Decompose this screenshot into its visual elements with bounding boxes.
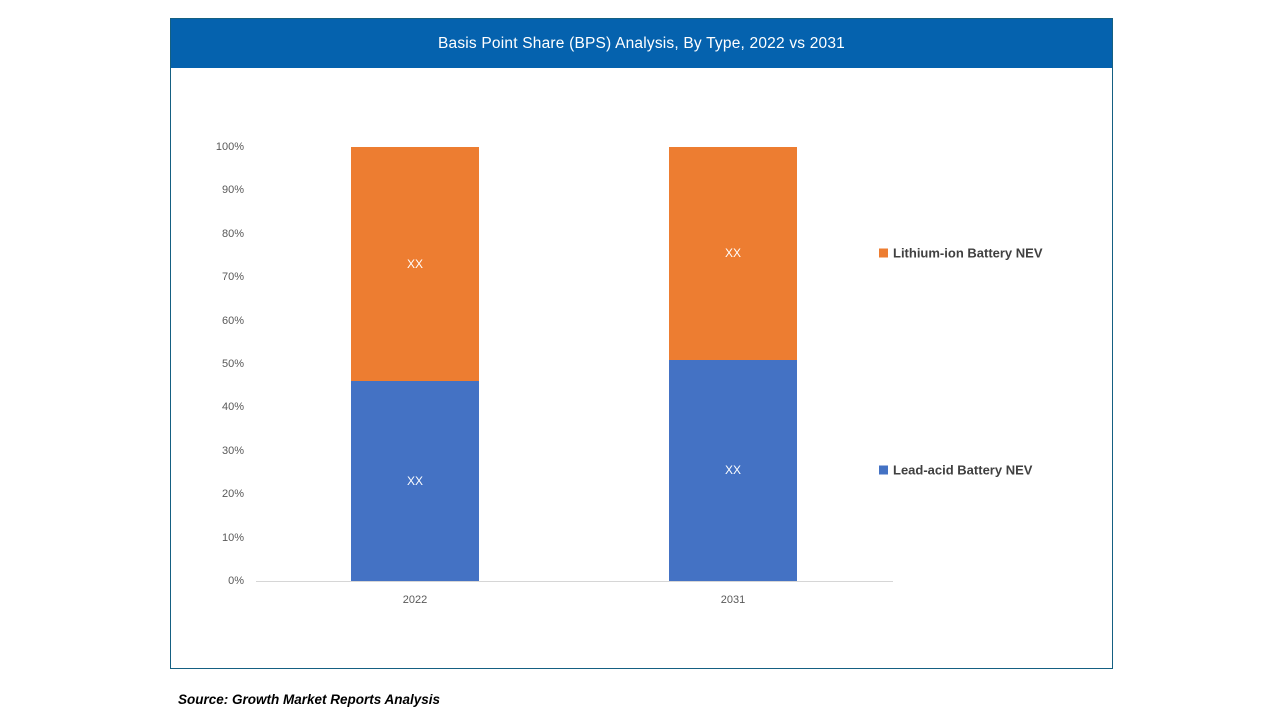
legend-item-lithium-ion-battery-nev[interactable]: Lithium-ion Battery NEV <box>879 246 1043 261</box>
data-label: XX <box>406 474 423 489</box>
bar-segment-lithium-ion-battery-nev[interactable]: XX <box>351 147 479 382</box>
x-axis-line <box>256 581 893 582</box>
chart-title-bar: Basis Point Share (BPS) Analysis, By Typ… <box>171 19 1112 68</box>
y-axis-tick-label: 50% <box>221 358 244 370</box>
legend-label: Lead-acid Battery NEV <box>893 462 1033 478</box>
plot-area: 0% 10% 20% 30% 40% 50% 60% 70% 80% 90% 100% XX XX 202… <box>171 68 1112 668</box>
y-axis-tick-label: 70% <box>221 271 244 284</box>
legend-label: Lithium-ion Battery NEV <box>893 245 1043 261</box>
x-axis-category-label: 2031 <box>720 594 746 606</box>
y-axis-tick-label: 40% <box>221 401 244 414</box>
data-label: XX <box>724 463 741 478</box>
stacked-bar-2022: XX XX <box>351 147 479 581</box>
y-axis-tick-label: 10% <box>221 531 244 544</box>
data-label: XX <box>724 246 741 261</box>
y-axis-tick-label: 90% <box>221 184 244 197</box>
y-axis-tick-label: 20% <box>221 488 244 501</box>
data-label: XX <box>406 257 423 272</box>
source-note: Source: Growth Market Reports Analysis <box>178 692 441 707</box>
legend-marker <box>879 248 888 258</box>
legend-item-lead-acid-battery-nev[interactable]: Lead-acid Battery NEV <box>879 463 1032 478</box>
y-axis-tick-label: 80% <box>221 227 244 240</box>
chart-title: Basis Point Share (BPS) Analysis, By Typ… <box>437 34 846 52</box>
bar-segment-lithium-ion-battery-nev[interactable]: XX <box>669 147 797 360</box>
x-axis-category-label: 2022 <box>402 594 428 606</box>
y-axis-tick-label: 60% <box>221 314 244 327</box>
y-axis-tick-label: 100% <box>215 141 244 153</box>
bar-segment-lead-acid-battery-nev[interactable]: XX <box>669 359 797 581</box>
stacked-bar-2031: XX XX <box>669 147 797 581</box>
y-axis-tick-label: 0% <box>228 575 244 587</box>
y-axis-tick-label: 30% <box>221 444 244 457</box>
bar-segment-lead-acid-battery-nev[interactable]: XX <box>351 381 479 581</box>
legend-marker <box>879 465 888 475</box>
chart-container: Basis Point Share (BPS) Analysis, By Typ… <box>170 18 1113 669</box>
